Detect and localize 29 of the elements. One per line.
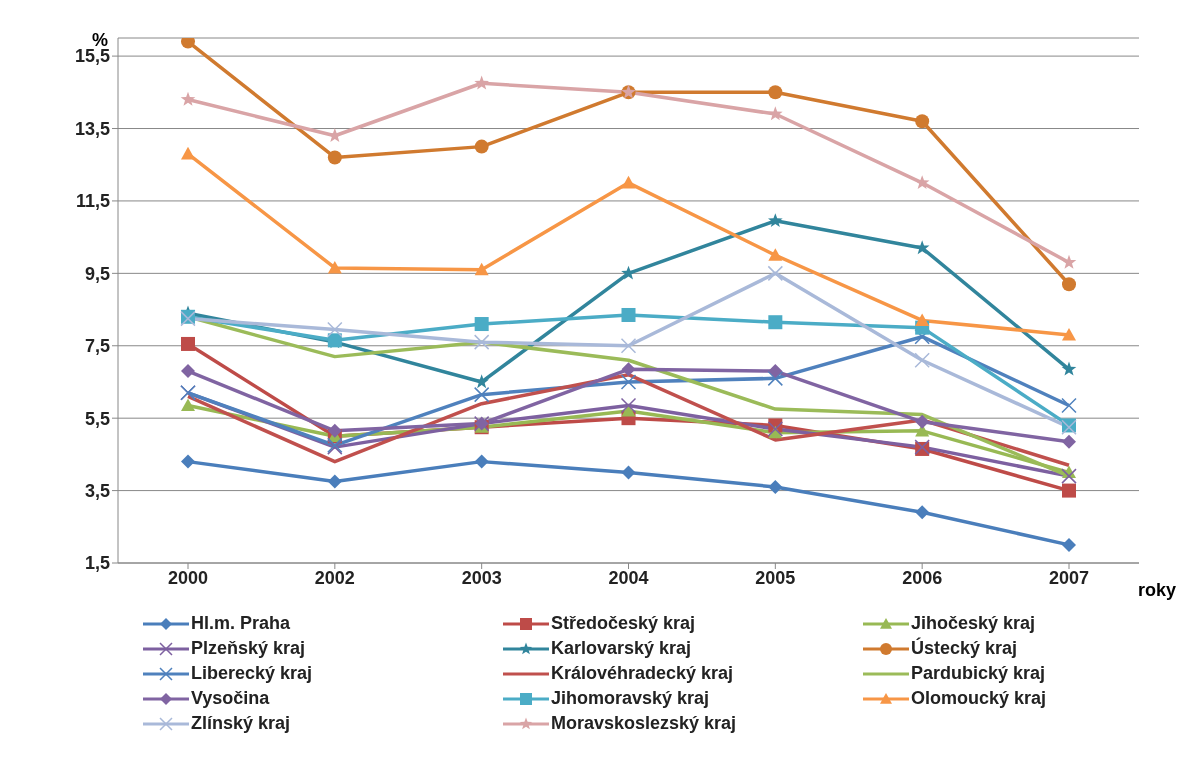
x-tick-label: 2005 bbox=[755, 567, 796, 588]
y-tick-label: 9,5 bbox=[84, 263, 110, 284]
legend-label: Zlínský kraj bbox=[191, 713, 291, 734]
legend-label: Olomoucký kraj bbox=[911, 688, 1047, 709]
legend-label: Hl.m. Praha bbox=[191, 613, 291, 634]
legend-label: Středočeský kraj bbox=[551, 613, 696, 634]
y-tick-label: 1,5 bbox=[84, 553, 110, 574]
y-tick-label: 5,5 bbox=[84, 408, 110, 429]
x-axis-title: roky bbox=[1138, 580, 1177, 601]
x-tick-label: 2003 bbox=[461, 567, 502, 588]
x-tick-label: 2006 bbox=[902, 567, 943, 588]
y-tick-label: 13,5 bbox=[74, 118, 110, 139]
legend-label: Pardubický kraj bbox=[911, 663, 1046, 684]
legend-label: Jihomoravský kraj bbox=[551, 688, 710, 709]
x-tick-label: 2007 bbox=[1048, 567, 1090, 588]
y-tick-label: 7,5 bbox=[84, 336, 110, 357]
legend-label: Královéhradecký kraj bbox=[551, 663, 734, 684]
legend-label: Vysočina bbox=[191, 688, 270, 709]
legend-label: Plzeňský kraj bbox=[191, 638, 306, 659]
x-tick-label: 2004 bbox=[608, 567, 649, 588]
legend-label: Moravskoslezský kraj bbox=[551, 713, 737, 734]
y-tick-label: 11,5 bbox=[75, 191, 110, 212]
y-tick-label: 3,5 bbox=[84, 480, 110, 501]
legend-label: Jihočeský kraj bbox=[911, 613, 1036, 634]
x-tick-label: 2002 bbox=[314, 567, 355, 588]
legend-label: Karlovarský kraj bbox=[551, 638, 692, 659]
legend-label: Liberecký kraj bbox=[191, 663, 313, 684]
x-tick-label: 2000 bbox=[167, 567, 209, 588]
legend-label: Ústecký kraj bbox=[911, 638, 1018, 659]
